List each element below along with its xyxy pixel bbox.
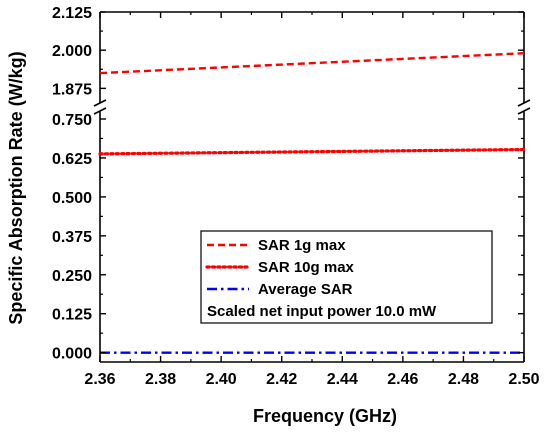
x-tick-label: 2.50 — [508, 371, 539, 388]
y-tick-label: 0.250 — [52, 268, 92, 285]
legend-entry: Average SAR — [258, 281, 353, 298]
x-tick-label: 2.40 — [206, 371, 237, 388]
x-tick-label: 2.44 — [327, 371, 358, 388]
axis-break-line — [517, 107, 531, 115]
y-tick-label: 0.125 — [52, 307, 92, 324]
y-tick-label: 0.500 — [52, 190, 92, 207]
series-line — [98, 147, 526, 156]
y-tick-label: 2.125 — [52, 5, 92, 22]
y-tick-label: 2.000 — [52, 43, 92, 60]
y-tick-label: 0.625 — [52, 151, 92, 168]
y-tick-label: 0.000 — [52, 346, 92, 363]
legend: SAR 1g max SAR 10g max Average SAR Scaled n… — [200, 230, 493, 324]
x-tick-label: 2.36 — [84, 371, 115, 388]
axis-break-line — [93, 107, 107, 115]
legend-box — [200, 230, 493, 324]
legend-entry: SAR 10g max — [258, 259, 355, 276]
x-tick-label: 2.42 — [266, 371, 297, 388]
x-tick-label: 2.46 — [387, 371, 418, 388]
series-line — [99, 52, 525, 75]
y-tick-label: 0.375 — [52, 229, 92, 246]
axis-break-mark — [93, 99, 531, 115]
y-axis-ticks: 1.875 2.000 2.125 0.000 0.125 0.250 0.375 0.500… — [52, 5, 524, 363]
legend-annotation: Scaled net input power 10.0 mW — [207, 303, 437, 320]
series-layer — [98, 52, 526, 354]
axis-break-line — [517, 99, 531, 107]
x-tick-label: 2.48 — [448, 371, 479, 388]
x-tick-label: 2.38 — [145, 371, 176, 388]
x-axis-ticks: 2.36 2.38 2.40 2.42 2.44 2.46 2.48 2.50 — [84, 12, 540, 388]
y-tick-label: 1.875 — [52, 81, 92, 98]
legend-entry: SAR 1g max — [258, 237, 346, 254]
x-axis-label: Frequency (GHz) — [253, 406, 397, 426]
y-axis-label: Specific Absorption Rate (W/kg) — [6, 51, 26, 324]
y-tick-label: 0.750 — [52, 112, 92, 129]
axis-break-line — [93, 99, 107, 107]
